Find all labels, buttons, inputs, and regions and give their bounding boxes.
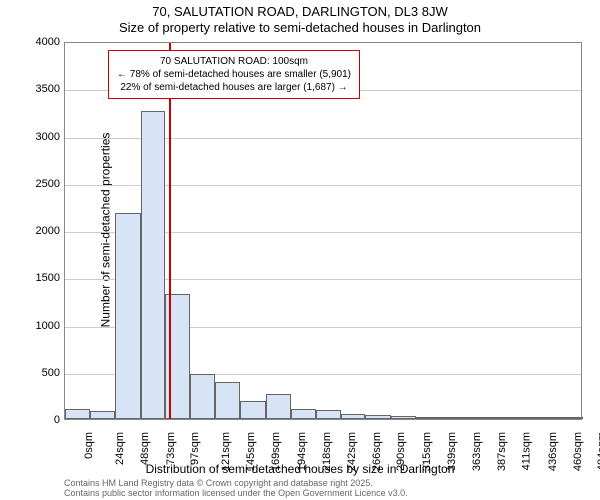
histogram-bar [141, 111, 166, 419]
xtick-label: 436sqm [547, 432, 559, 471]
chart-title-line2: Size of property relative to semi-detach… [0, 20, 600, 35]
histogram-bar [416, 417, 441, 419]
histogram-bar [491, 417, 517, 419]
xtick-label: 363sqm [471, 432, 483, 471]
histogram-bar [441, 417, 466, 419]
footer-line2: Contains public sector information licen… [64, 488, 408, 498]
histogram-bar [115, 213, 141, 419]
footer-credits: Contains HM Land Registry data © Crown c… [64, 478, 408, 499]
histogram-bar [466, 417, 491, 419]
xtick-label: 24sqm [114, 432, 126, 465]
xtick-label: 266sqm [371, 432, 383, 471]
xtick-label: 145sqm [245, 432, 257, 471]
annot-line3: 22% of semi-detached houses are larger (… [117, 81, 351, 94]
xtick-label: 339sqm [446, 432, 458, 471]
xtick-label: 169sqm [270, 432, 282, 471]
xtick-label: 290sqm [396, 432, 408, 471]
histogram-bar [291, 409, 316, 419]
ytick-label: 500 [10, 367, 60, 379]
chart-title-line1: 70, SALUTATION ROAD, DARLINGTON, DL3 8JW [0, 4, 600, 19]
histogram-bar [341, 414, 366, 419]
xtick-label: 48sqm [139, 432, 151, 465]
xtick-label: 97sqm [190, 432, 202, 465]
ytick-label: 3500 [10, 83, 60, 95]
histogram-bar [190, 374, 215, 419]
ytick-label: 2000 [10, 225, 60, 237]
xtick-label: 411sqm [520, 432, 532, 470]
xtick-label: 460sqm [572, 432, 584, 471]
ytick-label: 2500 [10, 178, 60, 190]
histogram-bar [542, 417, 567, 419]
annot-line2: ← 78% of semi-detached houses are smalle… [117, 68, 351, 81]
xtick-label: 121sqm [220, 432, 232, 471]
annot-line1: 70 SALUTATION ROAD: 100sqm [117, 55, 351, 68]
histogram-bar [517, 417, 542, 419]
footer-line1: Contains HM Land Registry data © Crown c… [64, 478, 408, 488]
ytick-label: 1500 [10, 272, 60, 284]
xtick-label: 242sqm [346, 432, 358, 471]
ytick-label: 3000 [10, 131, 60, 143]
histogram-bar [391, 416, 416, 419]
histogram-bar [65, 409, 90, 419]
xtick-label: 315sqm [421, 432, 433, 471]
xtick-label: 194sqm [296, 432, 308, 471]
histogram-bar [215, 382, 240, 419]
marker-line [169, 43, 171, 419]
annotation-box: 70 SALUTATION ROAD: 100sqm ← 78% of semi… [108, 50, 360, 99]
xtick-label: 0sqm [83, 432, 95, 459]
histogram-bar [240, 401, 266, 419]
xtick-label: 484sqm [597, 432, 600, 471]
ytick-label: 1000 [10, 320, 60, 332]
xtick-label: 73sqm [165, 432, 177, 465]
ytick-label: 0 [10, 414, 60, 426]
histogram-bar [566, 417, 583, 419]
histogram-bar [90, 411, 115, 420]
ytick-label: 4000 [10, 36, 60, 48]
xtick-label: 218sqm [321, 432, 333, 471]
chart-container: 70, SALUTATION ROAD, DARLINGTON, DL3 8JW… [0, 0, 600, 500]
histogram-bar [316, 410, 341, 419]
histogram-bar [365, 415, 391, 419]
xtick-label: 387sqm [496, 432, 508, 471]
histogram-bar [266, 394, 291, 419]
